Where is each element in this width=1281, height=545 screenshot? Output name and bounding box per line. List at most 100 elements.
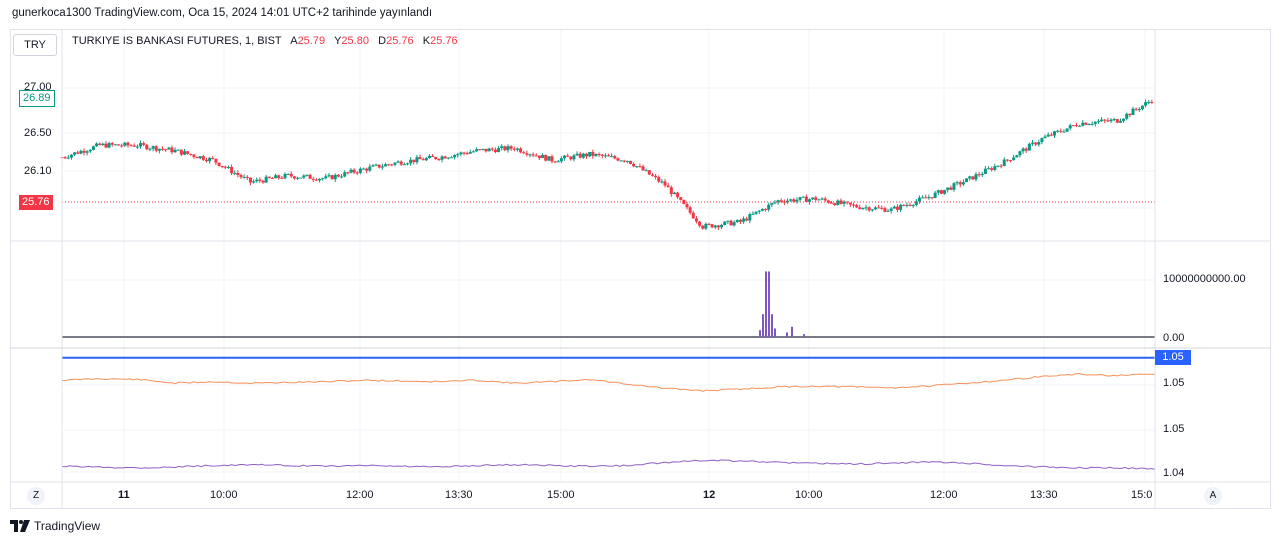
publish-caption: gunerkoca1300 TradingView.com, Oca 15, 2…: [12, 7, 433, 19]
high-value: 25.80: [341, 35, 369, 47]
candle-body: [1100, 119, 1104, 122]
candle-body: [792, 199, 796, 202]
candle-body: [195, 156, 199, 159]
candle-body: [628, 160, 632, 164]
candle-body: [192, 154, 196, 157]
candle-body: [946, 187, 950, 190]
candle-body: [889, 208, 893, 211]
candle-body: [98, 143, 102, 145]
candle-body: [484, 148, 488, 152]
candle-body: [716, 225, 720, 228]
candle-body: [544, 154, 548, 161]
currency-button[interactable]: TRY: [13, 34, 57, 56]
candle-body: [877, 207, 881, 209]
candle-body: [1081, 122, 1085, 126]
volume-bar: [768, 271, 770, 337]
candle-body: [635, 166, 639, 168]
candle-body: [431, 155, 435, 157]
candle-body: [688, 207, 692, 213]
candle-body: [833, 203, 837, 206]
close-label: K: [422, 35, 431, 47]
candle-body: [393, 162, 397, 165]
candle-body: [1106, 120, 1110, 122]
auto-scale-button[interactable]: A: [1204, 487, 1222, 505]
candle-body: [528, 154, 532, 156]
candle-body: [921, 197, 925, 199]
candle-body: [625, 160, 629, 162]
price-series: [60, 99, 1155, 230]
candle-body: [506, 146, 510, 151]
candle-body: [164, 149, 168, 151]
candle-body: [971, 176, 975, 180]
tradingview-logo-icon: [10, 520, 30, 532]
candle-body: [471, 151, 475, 153]
time-label: 11: [118, 489, 130, 501]
candle-body: [1074, 125, 1078, 127]
candle-body: [289, 173, 293, 177]
candle-body: [987, 168, 991, 170]
candle-body: [603, 155, 607, 157]
candle-body: [974, 174, 978, 180]
candle-body: [694, 218, 698, 222]
candle-body: [1071, 125, 1075, 127]
candle-body: [1087, 124, 1091, 126]
candle-body: [823, 198, 827, 201]
candle-body: [845, 201, 849, 203]
volume-bar: [791, 326, 793, 337]
candle-body: [186, 151, 190, 154]
candle-body: [252, 181, 256, 183]
pane-separators: [10, 30, 1271, 509]
candle-body: [277, 175, 281, 178]
candle-body: [267, 176, 271, 178]
candle-body: [899, 204, 903, 210]
candle-body: [735, 219, 739, 223]
candle-body: [95, 143, 99, 147]
volume-bar: [803, 334, 805, 337]
candle-body: [88, 149, 92, 152]
candle-body: [346, 172, 350, 174]
time-label: 10:00: [795, 489, 823, 501]
candle-body: [214, 158, 218, 163]
candle-body: [390, 164, 394, 166]
candle-body: [657, 177, 661, 182]
candle-body: [1056, 130, 1060, 132]
zoom-button[interactable]: Z: [27, 487, 45, 505]
candle-body: [553, 161, 557, 163]
candle-body: [943, 189, 947, 194]
candle-body: [453, 155, 457, 158]
volume-bar: [786, 332, 788, 337]
candle-body: [927, 197, 931, 199]
candle-body: [79, 150, 83, 154]
candle-body: [776, 200, 780, 203]
candle-body: [757, 210, 761, 212]
candle-body: [908, 204, 912, 206]
candle-body: [742, 218, 746, 222]
candle-body: [245, 176, 249, 178]
candle-body: [672, 192, 676, 195]
candle-body: [814, 197, 818, 200]
candle-body: [924, 197, 928, 199]
candle-body: [748, 214, 752, 221]
candle-body: [362, 168, 366, 170]
candle-body: [795, 199, 799, 202]
candle-body: [449, 157, 453, 159]
candle-body: [286, 173, 290, 175]
candle-body: [952, 183, 956, 190]
candle-body: [632, 163, 636, 167]
candle-body: [421, 159, 425, 161]
candle-body: [534, 155, 538, 157]
candle-body: [129, 145, 133, 147]
candle-body: [380, 166, 384, 168]
candle-body: [1084, 122, 1088, 125]
candle-body: [264, 176, 268, 183]
candle-body: [961, 182, 965, 185]
candle-body: [892, 206, 896, 209]
candle-body: [1027, 143, 1031, 151]
candle-body: [299, 177, 303, 179]
candle-body: [487, 148, 491, 152]
volume-tick: 10000000000.00: [1163, 273, 1246, 285]
time-label: 15:0: [1131, 489, 1153, 501]
candle-body: [1065, 128, 1069, 132]
candle-body: [258, 179, 262, 181]
